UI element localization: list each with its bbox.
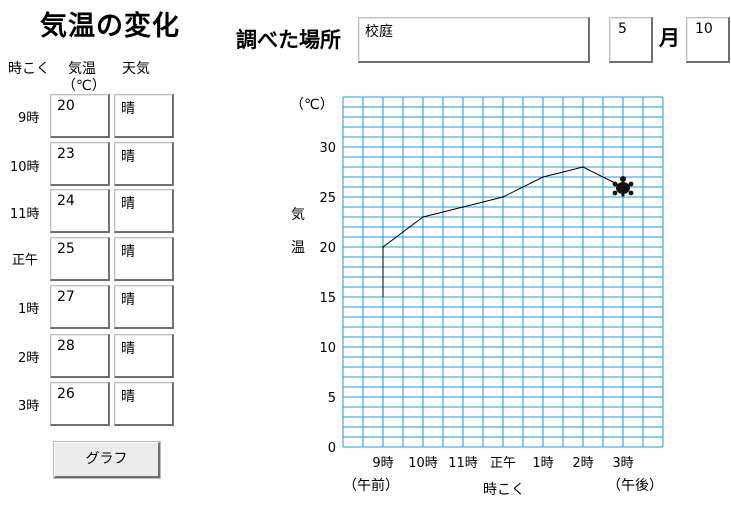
x-note-right: （午後） — [607, 478, 663, 494]
data-point — [422, 216, 424, 218]
location-label: 調べた場所 — [236, 28, 341, 52]
turtle-leg — [628, 190, 634, 196]
temperature-field[interactable]: 25 — [50, 237, 110, 281]
x-tick-label: 1時 — [532, 456, 553, 471]
row-time-label: 2時 — [18, 351, 40, 366]
turtle-shell — [616, 182, 630, 194]
turtle-leg — [628, 181, 634, 187]
x-tick-label: 2時 — [572, 456, 593, 471]
turtle-icon — [612, 176, 634, 197]
x-axis-label: 時こく — [483, 482, 525, 498]
temperature-field[interactable]: 23 — [50, 142, 110, 186]
x-tick-label: 9時 — [372, 456, 393, 471]
weather-field[interactable]: 晴 — [114, 382, 174, 426]
y-axis-label-2: 温 — [291, 240, 305, 256]
x-tick-label: 10時 — [408, 456, 438, 471]
month-unit-label: 月 — [659, 26, 680, 50]
turtle-head — [620, 176, 626, 182]
chart-grid — [342, 96, 664, 448]
row-time-label: 正午 — [12, 253, 39, 268]
temperature-unit-label: （℃） — [62, 78, 106, 94]
temperature-field[interactable]: 27 — [50, 285, 110, 329]
x-note-left: （午前） — [343, 477, 399, 494]
temperature-field[interactable]: 20 — [50, 94, 110, 138]
month-field[interactable]: 5 — [609, 17, 653, 63]
row-time-label: 9時 — [18, 111, 40, 126]
temperature-line — [382, 166, 624, 297]
y-tick-label: 30 — [319, 141, 336, 156]
data-point — [542, 176, 544, 178]
y-tick-label: 25 — [319, 191, 336, 206]
y-axis-label-1: 気 — [291, 207, 305, 223]
y-tick-label: 0 — [328, 441, 336, 456]
weather-field[interactable]: 晴 — [114, 142, 174, 186]
row-time-label: 11時 — [10, 207, 40, 222]
y-tick-labels: 0 5 10 15 20 25 30 — [319, 141, 336, 456]
weather-field[interactable]: 晴 — [114, 285, 174, 329]
row-time-label: 3時 — [18, 399, 40, 414]
x-tick-labels: 9時 10時 11時 正午 1時 2時 3時 — [372, 456, 633, 471]
page-title: 気温の変化 — [40, 11, 180, 42]
time-column-header: 時こく — [8, 61, 50, 77]
weather-column-header: 天気 — [122, 61, 150, 77]
data-point — [382, 246, 384, 248]
temperature-field[interactable]: 26 — [50, 382, 110, 426]
weather-field[interactable]: 晴 — [114, 189, 174, 233]
temperature-field[interactable]: 24 — [50, 189, 110, 233]
data-point — [462, 206, 464, 208]
weather-field[interactable]: 晴 — [114, 334, 174, 378]
data-point — [582, 166, 584, 168]
x-tick-label: 11時 — [448, 456, 478, 471]
day-field[interactable]: 10 — [686, 17, 730, 63]
y-tick-label: 5 — [328, 391, 336, 406]
y-tick-label: 15 — [319, 291, 336, 306]
y-unit-label: （℃） — [290, 97, 334, 113]
data-point — [502, 196, 504, 198]
location-field[interactable]: 校庭 — [358, 17, 590, 63]
weather-field[interactable]: 晴 — [114, 94, 174, 138]
row-time-label: 10時 — [10, 160, 40, 175]
y-tick-label: 20 — [319, 241, 336, 256]
row-time-label: 1時 — [18, 302, 40, 317]
x-tick-label: 3時 — [612, 456, 633, 471]
turtle-tail — [621, 193, 625, 197]
temperature-field[interactable]: 28 — [50, 334, 110, 378]
graph-button[interactable]: グラフ — [53, 441, 161, 479]
turtle-leg — [612, 190, 618, 196]
x-tick-label: 正午 — [490, 456, 516, 471]
temperature-column-header: 気温 — [68, 61, 96, 77]
y-tick-label: 10 — [319, 341, 336, 356]
weather-field[interactable]: 晴 — [114, 237, 174, 281]
turtle-leg — [612, 181, 618, 187]
